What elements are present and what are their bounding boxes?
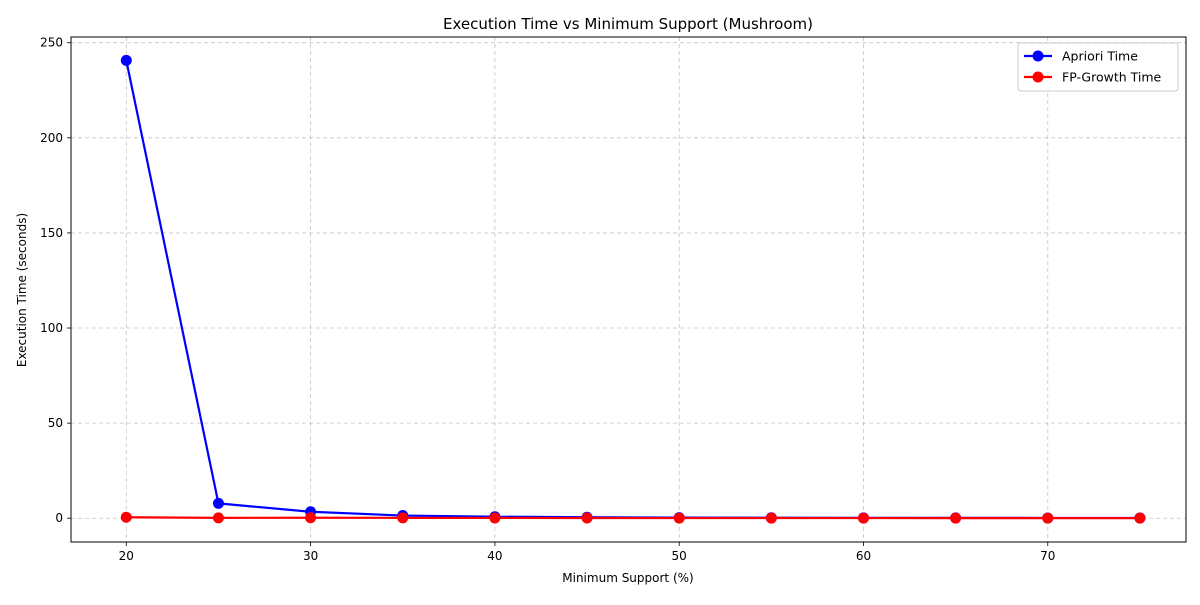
data-point: [950, 512, 962, 524]
legend: Apriori Time FP-Growth Time: [1017, 42, 1179, 92]
x-axis: 20 30 40 50 60 70: [119, 542, 1055, 563]
data-point: [120, 511, 132, 523]
legend-item: FP-Growth Time: [1024, 70, 1162, 85]
series-layer: [120, 54, 1146, 524]
plot-frame: [70, 36, 1187, 543]
data-point: [212, 512, 224, 524]
data-point: [305, 512, 317, 524]
series-line: [126, 516, 1140, 520]
x-tick-label: 70: [1040, 549, 1055, 563]
y-tick-label: 100: [40, 321, 63, 335]
data-point: [1042, 512, 1054, 524]
y-axis: 0 50 100 150 200 250: [40, 36, 71, 525]
legend-label: FP-Growth Time: [1062, 70, 1162, 85]
data-point: [673, 512, 685, 524]
x-tick-label: 20: [119, 549, 134, 563]
data-point: [581, 512, 593, 524]
series-2: [120, 511, 1146, 524]
legend-label: Apriori Time: [1062, 49, 1138, 64]
grid: [71, 37, 1186, 542]
x-tick-label: 60: [856, 549, 871, 563]
series-1: [120, 54, 1146, 524]
y-tick-label: 200: [40, 131, 63, 145]
legend-swatch-marker: [1032, 50, 1044, 62]
legend-box: [1017, 42, 1179, 92]
chart-title: Execution Time vs Minimum Support (Mushr…: [443, 15, 813, 33]
legend-item: Apriori Time: [1024, 49, 1138, 64]
y-axis-label: Execution Time (seconds): [15, 213, 29, 367]
data-point: [120, 54, 132, 66]
x-tick-label: 40: [487, 549, 502, 563]
y-tick-label: 50: [48, 416, 63, 430]
series-line: [125, 60, 1140, 520]
data-point: [489, 512, 501, 524]
x-tick-label: 30: [303, 549, 318, 563]
y-tick-label: 250: [40, 36, 63, 50]
data-point: [397, 512, 409, 524]
data-point: [857, 512, 869, 524]
data-point: [212, 497, 224, 509]
data-point: [765, 512, 777, 524]
y-tick-label: 0: [55, 511, 63, 525]
data-point: [1134, 512, 1146, 524]
x-tick-label: 50: [672, 549, 687, 563]
x-axis-label: Minimum Support (%): [562, 571, 693, 585]
y-tick-label: 150: [40, 226, 63, 240]
legend-swatch-marker: [1032, 71, 1044, 83]
